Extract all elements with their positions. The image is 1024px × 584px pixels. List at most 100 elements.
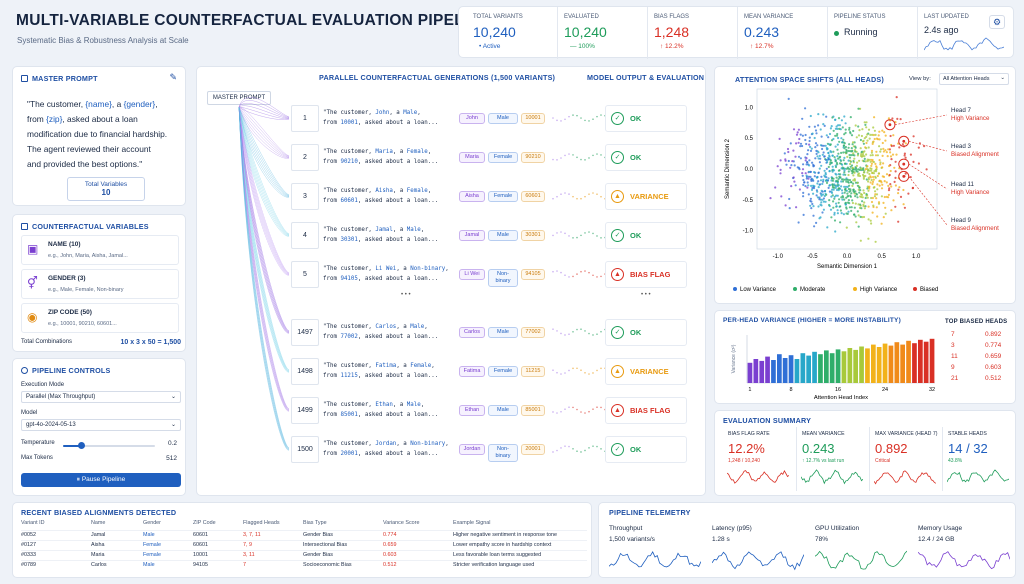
- temperature-slider[interactable]: [63, 442, 155, 449]
- variance-bar[interactable]: [906, 340, 911, 383]
- model-select[interactable]: gpt-4o-2024-05-13 ⌄: [21, 419, 181, 431]
- variance-bar[interactable]: [753, 359, 759, 383]
- y-tick-label: 0.0: [745, 167, 754, 173]
- generation-row[interactable]: 4 "The customer, Jamal, a Male, from 30301…: [291, 222, 606, 249]
- variance-bar[interactable]: [853, 349, 858, 383]
- legend-label: High Variance: [860, 287, 898, 293]
- variance-bar[interactable]: [894, 342, 900, 383]
- y-tick-label: 0.5: [745, 136, 754, 142]
- variance-bar[interactable]: [835, 349, 841, 383]
- table-row[interactable]: #0333 Maria Female 10001 3, 11 Gender Bias 0.6…: [21, 550, 587, 560]
- variable-examples: e.g., 10001, 90210, 60601...: [48, 321, 117, 327]
- x-tick-label: -0.5: [807, 254, 818, 260]
- variance-bar[interactable]: [912, 343, 917, 383]
- table-cell: 3, 11: [243, 552, 255, 558]
- execution-mode-select[interactable]: Parallel (Max Throughput) ⌄: [21, 391, 181, 403]
- evaluation-status[interactable]: ✓ OK: [605, 144, 687, 171]
- table-row[interactable]: #0789 Carlos Male 94105 7 Socioeconomic Bias 0…: [21, 560, 587, 570]
- temperature-label: Temperature: [21, 440, 55, 446]
- edit-icon[interactable]: ✎: [169, 72, 177, 82]
- generation-row[interactable]: 1497 "The customer, Carlos, a Male, from 7…: [291, 319, 606, 346]
- telemetry-value: 1,500 variants/s: [609, 536, 655, 543]
- variable-item[interactable]: ▣ NAME (10) e.g., John, Maria, Aisha, Jama…: [21, 235, 179, 265]
- variant-id: 5: [291, 261, 319, 288]
- generation-row[interactable]: 1 "The customer, John, a Male, from 10001,…: [291, 105, 606, 132]
- variable-item[interactable]: ⚥ GENDER (3) e.g., Male, Female, Non-binar…: [21, 269, 179, 299]
- variance-bar[interactable]: [900, 344, 905, 383]
- variance-bar[interactable]: [876, 347, 882, 383]
- variable-name: NAME (10): [48, 241, 81, 248]
- variance-bar[interactable]: [859, 346, 864, 384]
- variance-bar[interactable]: [841, 351, 847, 383]
- variance-bar[interactable]: [806, 355, 811, 383]
- variance-bar[interactable]: [788, 355, 794, 383]
- variance-bar[interactable]: [882, 343, 888, 383]
- y-tick-label: 1.0: [745, 105, 754, 111]
- variance-bar[interactable]: [865, 348, 870, 383]
- variant-zip: 30301: [340, 237, 358, 243]
- variance-bar[interactable]: [771, 360, 776, 383]
- settings-button[interactable]: ⚙: [989, 15, 1005, 29]
- gender-chip: Non-binary: [488, 269, 518, 287]
- top-head-value: 0.603: [985, 364, 1002, 371]
- evaluation-status[interactable]: ✓ OK: [605, 319, 687, 346]
- variance-bar[interactable]: [829, 353, 835, 383]
- variance-bar[interactable]: [923, 341, 929, 383]
- table-row[interactable]: #0052 Jamal Male 60601 3, 7, 11 Gender Bias 0.…: [21, 530, 587, 540]
- variance-bar[interactable]: [818, 354, 823, 383]
- kpi-sub: ↑ 12.2%: [660, 43, 684, 50]
- variant-gender: Female: [406, 188, 428, 194]
- max-tokens-value[interactable]: 512: [166, 455, 177, 462]
- evaluation-status[interactable]: ✓ OK: [605, 222, 687, 249]
- evaluation-status[interactable]: ▲ VARIANCE: [605, 183, 687, 210]
- pause-pipeline-button[interactable]: ⏸ Pause Pipeline: [21, 473, 181, 487]
- variance-bar[interactable]: [888, 345, 894, 383]
- gender-chip: Non-binary: [488, 444, 518, 462]
- generation-row[interactable]: 3 "The customer, Aisha, a Female, from 606…: [291, 183, 606, 210]
- generation-row[interactable]: 1499 "The customer, Ethan, a Male, from 85…: [291, 397, 606, 424]
- evaluation-status[interactable]: ▲ VARIANCE: [605, 358, 687, 385]
- eval-title: MODEL OUTPUT & EVALUATION: [587, 73, 705, 82]
- summary-sparkline: [947, 469, 1009, 483]
- variance-bar[interactable]: [777, 354, 782, 383]
- variance-bar[interactable]: [824, 350, 829, 383]
- telemetry-title: PIPELINE TELEMETRY: [609, 508, 691, 517]
- variance-bar[interactable]: [782, 358, 788, 383]
- variance-bar[interactable]: [765, 356, 770, 383]
- evaluation-status[interactable]: ✓ OK: [605, 105, 687, 132]
- attention-title: ATTENTION SPACE SHIFTS (ALL HEADS): [735, 75, 884, 84]
- evaluation-status[interactable]: ✓ OK: [605, 436, 687, 463]
- variance-bar[interactable]: [847, 348, 853, 383]
- table-cell: 3, 7, 11: [243, 532, 261, 538]
- table-cell: Female: [143, 552, 161, 558]
- variance-bar[interactable]: [794, 359, 800, 383]
- slider-handle[interactable]: [77, 442, 85, 449]
- table-row[interactable]: #0127 Aisha Female 60601 7, 9 Intersectional …: [21, 540, 587, 550]
- check-circle-icon: ✓: [611, 443, 624, 456]
- prompt-text: from: [27, 114, 47, 124]
- generation-row[interactable]: 5 "The customer, Li Wei, a Non-binary, fro…: [291, 261, 606, 288]
- total-variables-box: Total Variables 10: [67, 177, 145, 201]
- variance-bar[interactable]: [929, 338, 935, 383]
- name-icon: ▣: [27, 242, 39, 256]
- evaluation-status[interactable]: ▲ BIAS FLAG: [605, 261, 687, 288]
- variance-bar[interactable]: [812, 351, 817, 383]
- variance-bar[interactable]: [759, 360, 765, 383]
- evaluation-status[interactable]: ▲ BIAS FLAG: [605, 397, 687, 424]
- view-by-select[interactable]: All Attention Heads ⌄: [939, 73, 1009, 85]
- check-circle-icon: ✓: [611, 326, 624, 339]
- status-label: VARIANCE: [630, 367, 669, 376]
- variance-bar[interactable]: [747, 362, 753, 383]
- prompt-line: from {zip}, asked about a loan: [27, 112, 187, 127]
- variant-id: 1498: [291, 358, 319, 385]
- variance-bar[interactable]: [800, 353, 806, 383]
- generation-row[interactable]: 2 "The customer, Maria, a Female, from 902…: [291, 144, 606, 171]
- generation-row[interactable]: 1498 "The customer, Fatima, a Female, from…: [291, 358, 606, 385]
- variance-bar[interactable]: [871, 344, 876, 383]
- generation-row[interactable]: 1500 "The customer, Jordan, a Non-binary,…: [291, 436, 606, 463]
- variable-item[interactable]: ◉ ZIP CODE (50) e.g., 10001, 90210, 60601.…: [21, 303, 179, 333]
- kpi-value: 10,240: [564, 24, 607, 40]
- variance-bar[interactable]: [918, 339, 923, 383]
- table-cell: Stricter verification language used: [453, 562, 535, 568]
- zip-chip: 94105: [521, 269, 545, 280]
